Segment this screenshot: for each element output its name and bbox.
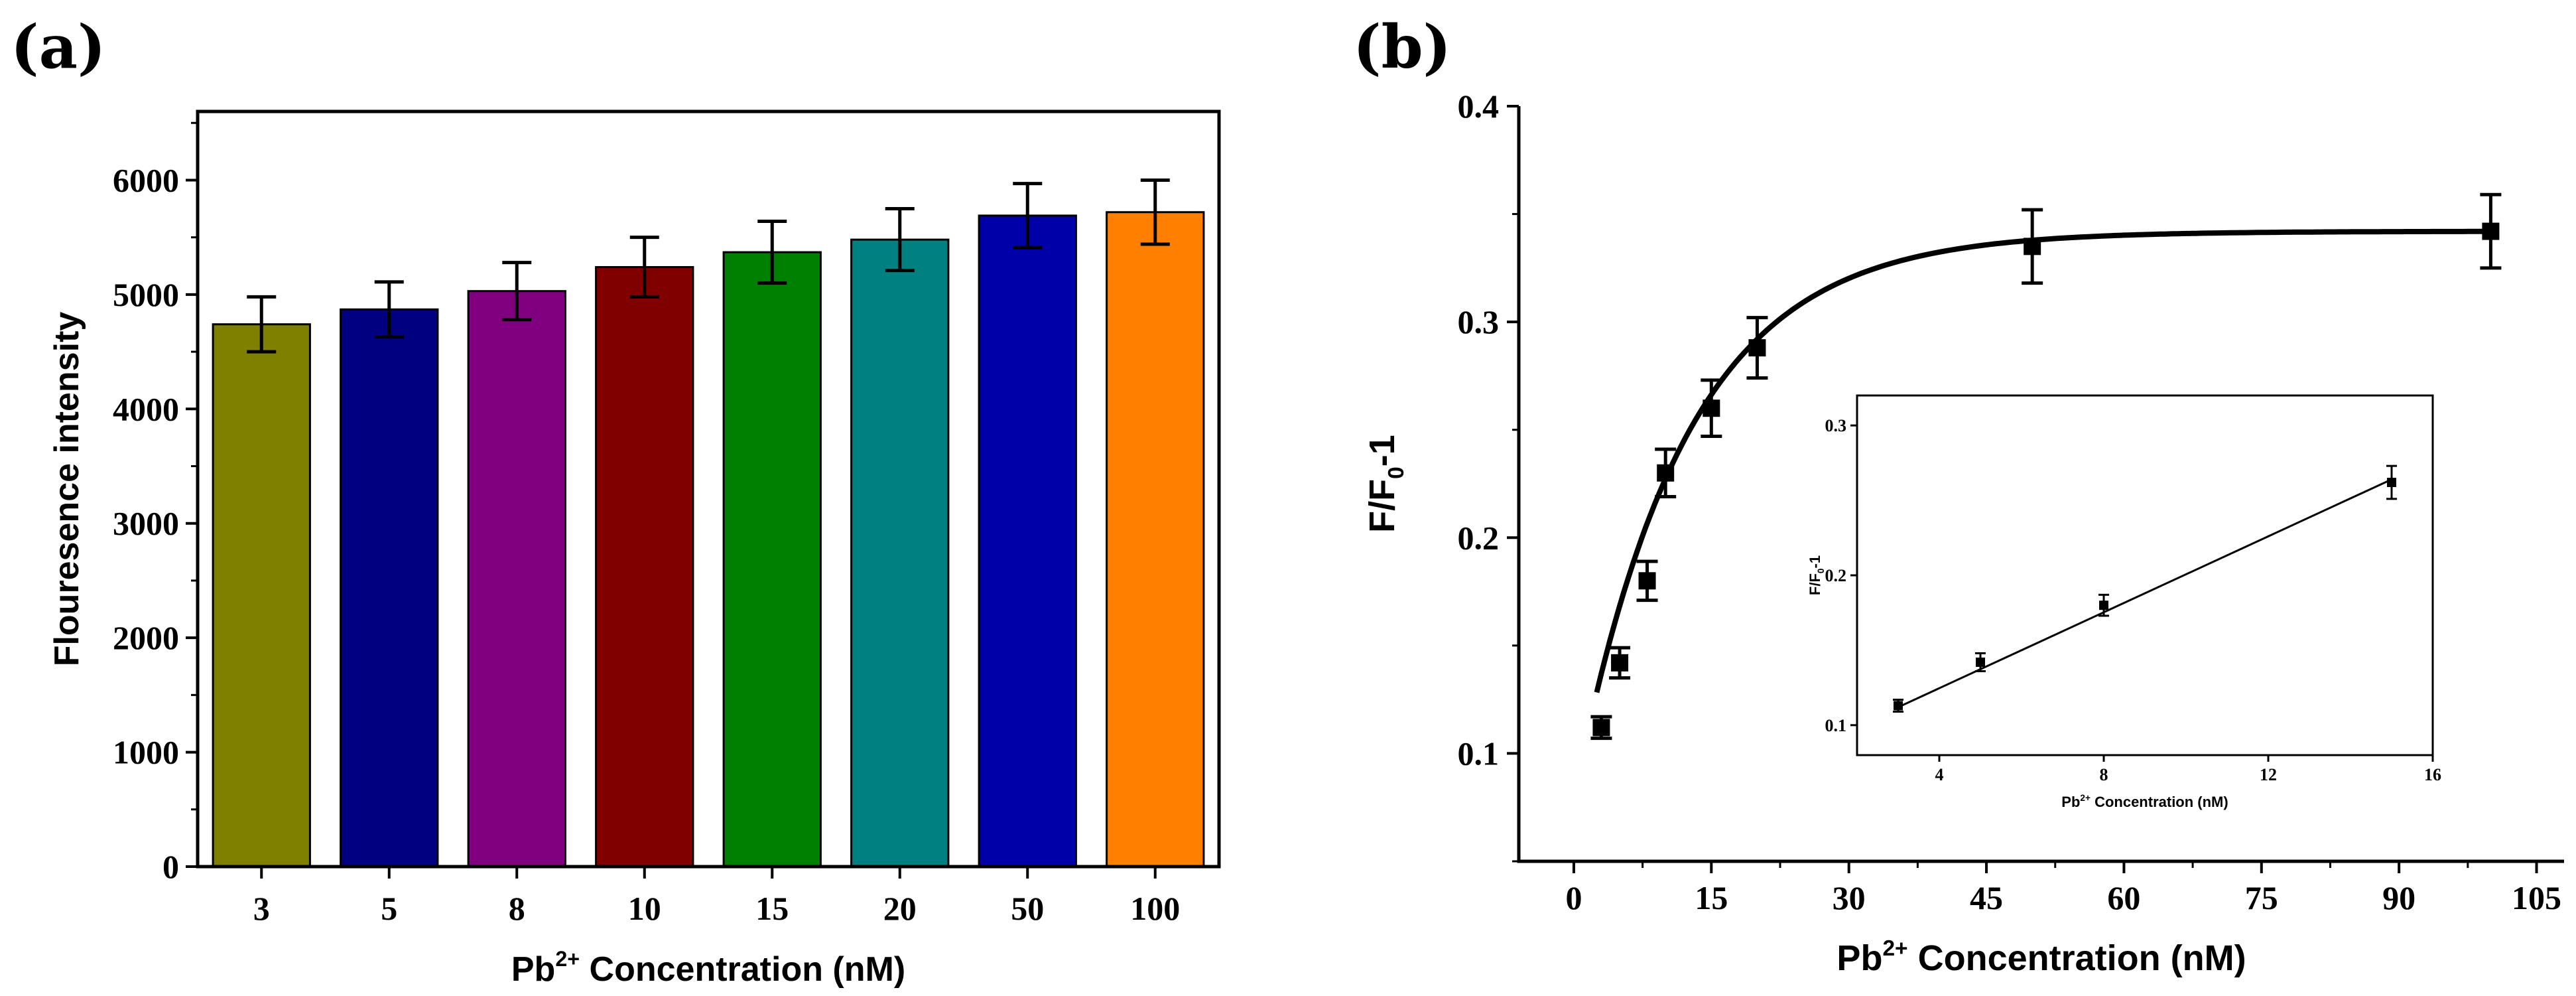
x-tick-label: 105 (2512, 879, 2561, 916)
bar-series (212, 211, 1205, 868)
x-axis-ticks: 3 5 8 10 15 20 50 100 (253, 867, 1180, 927)
x-tick-label: 15 (1695, 879, 1728, 916)
y-tick-label: 0.3 (1458, 303, 1500, 340)
data-point (1657, 464, 1675, 482)
bar-8 (467, 290, 566, 868)
y-axis-ticks: 0 1000 2000 3000 4000 5000 6000 (113, 121, 198, 885)
y-tick-label: 6000 (113, 161, 179, 198)
inset-y-tick-label: 0.1 (1825, 716, 1847, 735)
y-axis-title: Flouresence intensity (48, 312, 86, 667)
bar-100 (1106, 211, 1205, 868)
x-axis-title: Pb2+ Concentration (nM) (1836, 936, 2246, 978)
y-tick-label: 0 (162, 848, 179, 885)
x-tick-label: 50 (1011, 890, 1044, 927)
data-point (1611, 654, 1629, 672)
x-tick-label: 75 (2245, 879, 2278, 916)
bar-3 (212, 323, 311, 868)
inset-data-point (1976, 657, 1985, 667)
x-tick-label: 5 (381, 890, 397, 927)
inset-frame (1856, 394, 2434, 756)
inset-x-axis-title: Pb2+ Concentration (nM) (2061, 793, 2228, 810)
inset-y-axis-ticks: 0.1 0.2 0.3 (1825, 416, 1857, 735)
inset-y-tick-label: 0.2 (1825, 566, 1847, 585)
inset-x-tick-label: 4 (1935, 765, 1944, 784)
x-tick-label: 100 (1130, 890, 1180, 927)
inset-data-point (2387, 477, 2396, 487)
y-tick-label: 0.1 (1458, 735, 1500, 772)
x-tick-label: 10 (628, 890, 661, 927)
y-tick-label: 0.2 (1458, 519, 1500, 556)
x-axis-title: Pb2+ Concentration (nM) (511, 947, 905, 989)
inset-data-point (1894, 701, 1903, 711)
inset-x-tick-label: 12 (2260, 765, 2277, 784)
data-point (1703, 399, 1720, 417)
x-tick-label: 15 (755, 890, 789, 927)
inset-data-point (2099, 601, 2108, 610)
saturation-fit-curve (1594, 228, 2491, 693)
bar-5 (340, 308, 439, 868)
x-tick-label: 0 (1565, 879, 1582, 916)
data-point (2482, 222, 2500, 240)
y-axis-title: F/F0-1 (1362, 435, 1409, 533)
y-tick-label: 4000 (113, 390, 179, 427)
inset-linear-plot: 0.1 0.2 0.3 4 8 12 16 F/F0-1 Pb2+ Concentrati… (1807, 394, 2441, 810)
bar-15 (722, 251, 822, 868)
x-tick-label: 60 (2107, 879, 2140, 916)
y-tick-label: 5000 (113, 276, 179, 313)
inset-data-points (1894, 477, 2396, 711)
bar-50 (978, 214, 1077, 868)
inset-y-tick-label: 0.3 (1825, 416, 1847, 435)
y-tick-label: 1000 (113, 734, 179, 771)
bar-chart-panel: (a) 0 1000 2000 3000 4000 5000 6000 3 5 8 10 15 20 5… (11, 12, 1221, 989)
data-point (1592, 719, 1610, 737)
x-tick-label: 30 (1833, 879, 1866, 916)
data-points (1592, 222, 2500, 737)
y-tick-label: 2000 (113, 619, 179, 656)
y-tick-label: 0.4 (1458, 88, 1500, 125)
x-tick-label: 3 (253, 890, 270, 927)
inset-x-tick-label: 16 (2424, 765, 2441, 784)
data-point (1638, 572, 1656, 590)
data-point (1748, 339, 1766, 357)
inset-x-axis-ticks: 4 8 12 16 (1935, 755, 2441, 784)
inset-y-axis-title: F/F0-1 (1807, 555, 1826, 595)
panel-label-b: (b) (1353, 12, 1451, 82)
scatter-fit-panel: (b) 0.1 0.2 0.3 0.4 0 15 30 45 60 75 90 105 F/F0-1… (1353, 12, 2564, 978)
plot-frame (196, 109, 1221, 869)
inset-x-tick-label: 8 (2100, 765, 2108, 784)
x-axis-ticks: 0 15 30 45 60 75 90 105 (1565, 861, 2561, 916)
bar-20 (850, 238, 950, 868)
x-tick-label: 8 (509, 890, 525, 927)
x-tick-label: 20 (883, 890, 917, 927)
error-bars (247, 178, 1170, 354)
panel-label-a: (a) (11, 12, 105, 82)
bar-10 (595, 265, 694, 868)
y-tick-label: 3000 (113, 505, 179, 542)
x-tick-label: 90 (2382, 879, 2415, 916)
y-axis-ticks: 0.1 0.2 0.3 0.4 (1458, 88, 1519, 863)
data-point (2024, 238, 2041, 255)
x-tick-label: 45 (1970, 879, 2003, 916)
